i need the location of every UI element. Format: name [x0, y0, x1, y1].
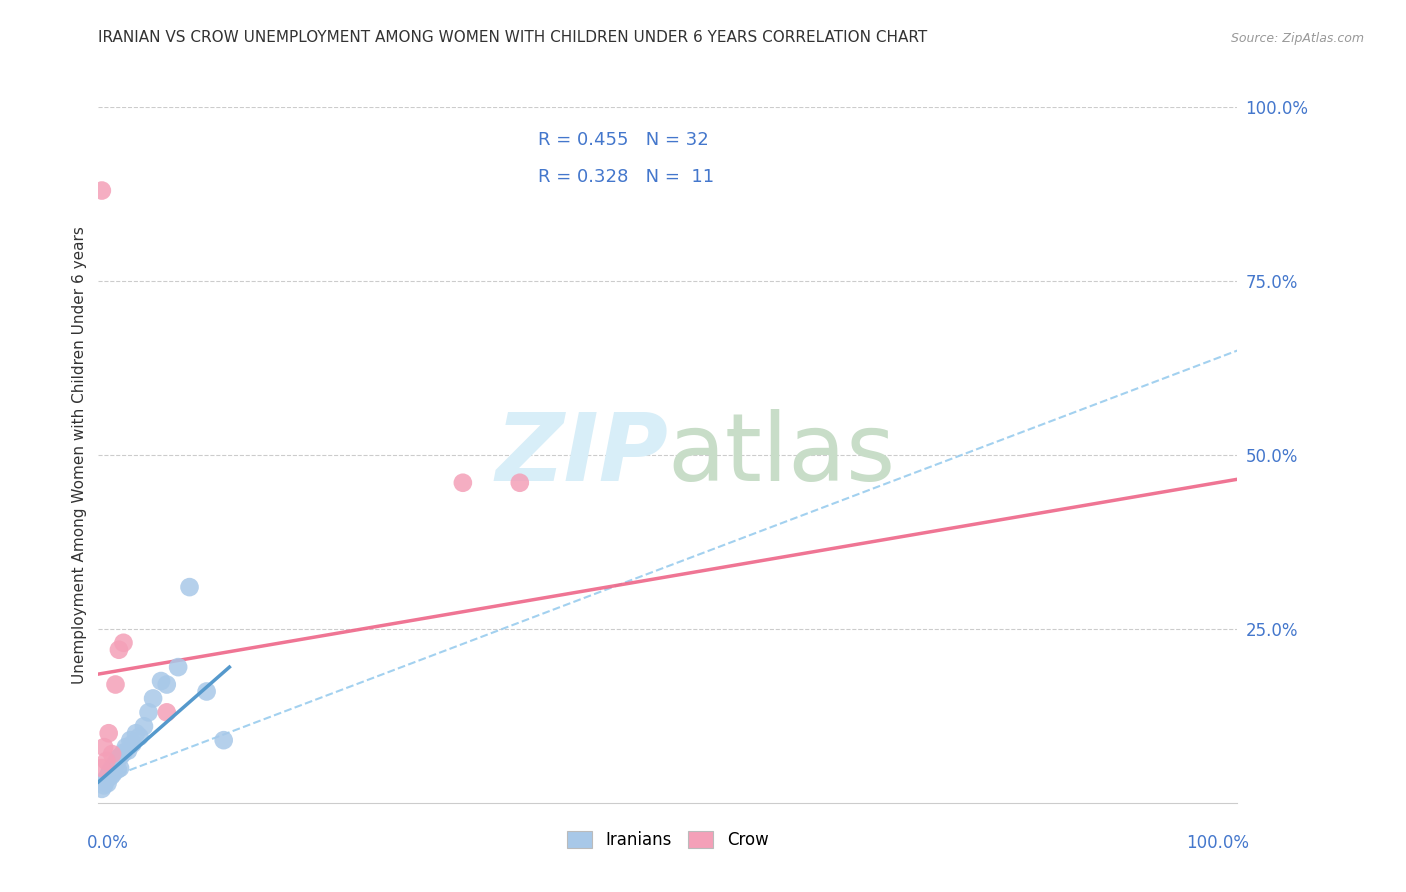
Point: [96, 754, 118, 768]
Point: [150, 674, 173, 689]
Point: [112, 636, 135, 650]
Point: [117, 744, 139, 758]
Point: [108, 642, 131, 657]
Legend: Iranians, Crow: Iranians, Crow: [558, 822, 778, 857]
Point: [94, 775, 117, 789]
Point: [179, 580, 201, 594]
Text: 0.0%: 0.0%: [87, 834, 129, 852]
Point: [97, 726, 120, 740]
Text: R = 0.455   N = 32: R = 0.455 N = 32: [538, 131, 709, 150]
Point: [167, 660, 190, 674]
Point: [156, 677, 179, 691]
Point: [96, 776, 118, 790]
Point: [90, 184, 112, 198]
Point: [97, 768, 120, 782]
Point: [104, 757, 127, 772]
Point: [138, 706, 160, 720]
Text: atlas: atlas: [668, 409, 896, 501]
Point: [509, 475, 531, 490]
Point: [101, 747, 124, 761]
Point: [142, 691, 165, 706]
Point: [101, 761, 124, 775]
Point: [93, 740, 115, 755]
Text: R = 0.328   N =  11: R = 0.328 N = 11: [538, 168, 714, 186]
Point: [93, 778, 115, 793]
Point: [108, 750, 131, 764]
Text: IRANIAN VS CROW UNEMPLOYMENT AMONG WOMEN WITH CHILDREN UNDER 6 YEARS CORRELATION: IRANIAN VS CROW UNEMPLOYMENT AMONG WOMEN…: [98, 29, 928, 45]
Text: ZIP: ZIP: [495, 409, 668, 501]
Point: [90, 761, 112, 775]
Point: [110, 748, 132, 763]
Point: [103, 766, 125, 780]
Point: [128, 730, 150, 744]
Point: [90, 781, 112, 796]
Point: [105, 754, 128, 768]
Text: 100.0%: 100.0%: [1185, 834, 1249, 852]
Point: [156, 706, 179, 720]
Point: [108, 761, 131, 775]
Point: [125, 726, 148, 740]
Point: [212, 733, 235, 747]
Point: [120, 733, 142, 747]
Point: [96, 772, 118, 786]
Point: [114, 740, 136, 755]
Point: [104, 677, 127, 691]
Point: [112, 746, 135, 760]
Point: [195, 684, 218, 698]
Text: Source: ZipAtlas.com: Source: ZipAtlas.com: [1230, 31, 1364, 45]
Point: [98, 764, 121, 779]
Point: [121, 737, 143, 751]
Point: [451, 475, 474, 490]
Point: [100, 769, 122, 783]
Y-axis label: Unemployment Among Women with Children Under 6 years: Unemployment Among Women with Children U…: [72, 226, 87, 684]
Point: [107, 763, 129, 777]
Point: [132, 719, 155, 733]
